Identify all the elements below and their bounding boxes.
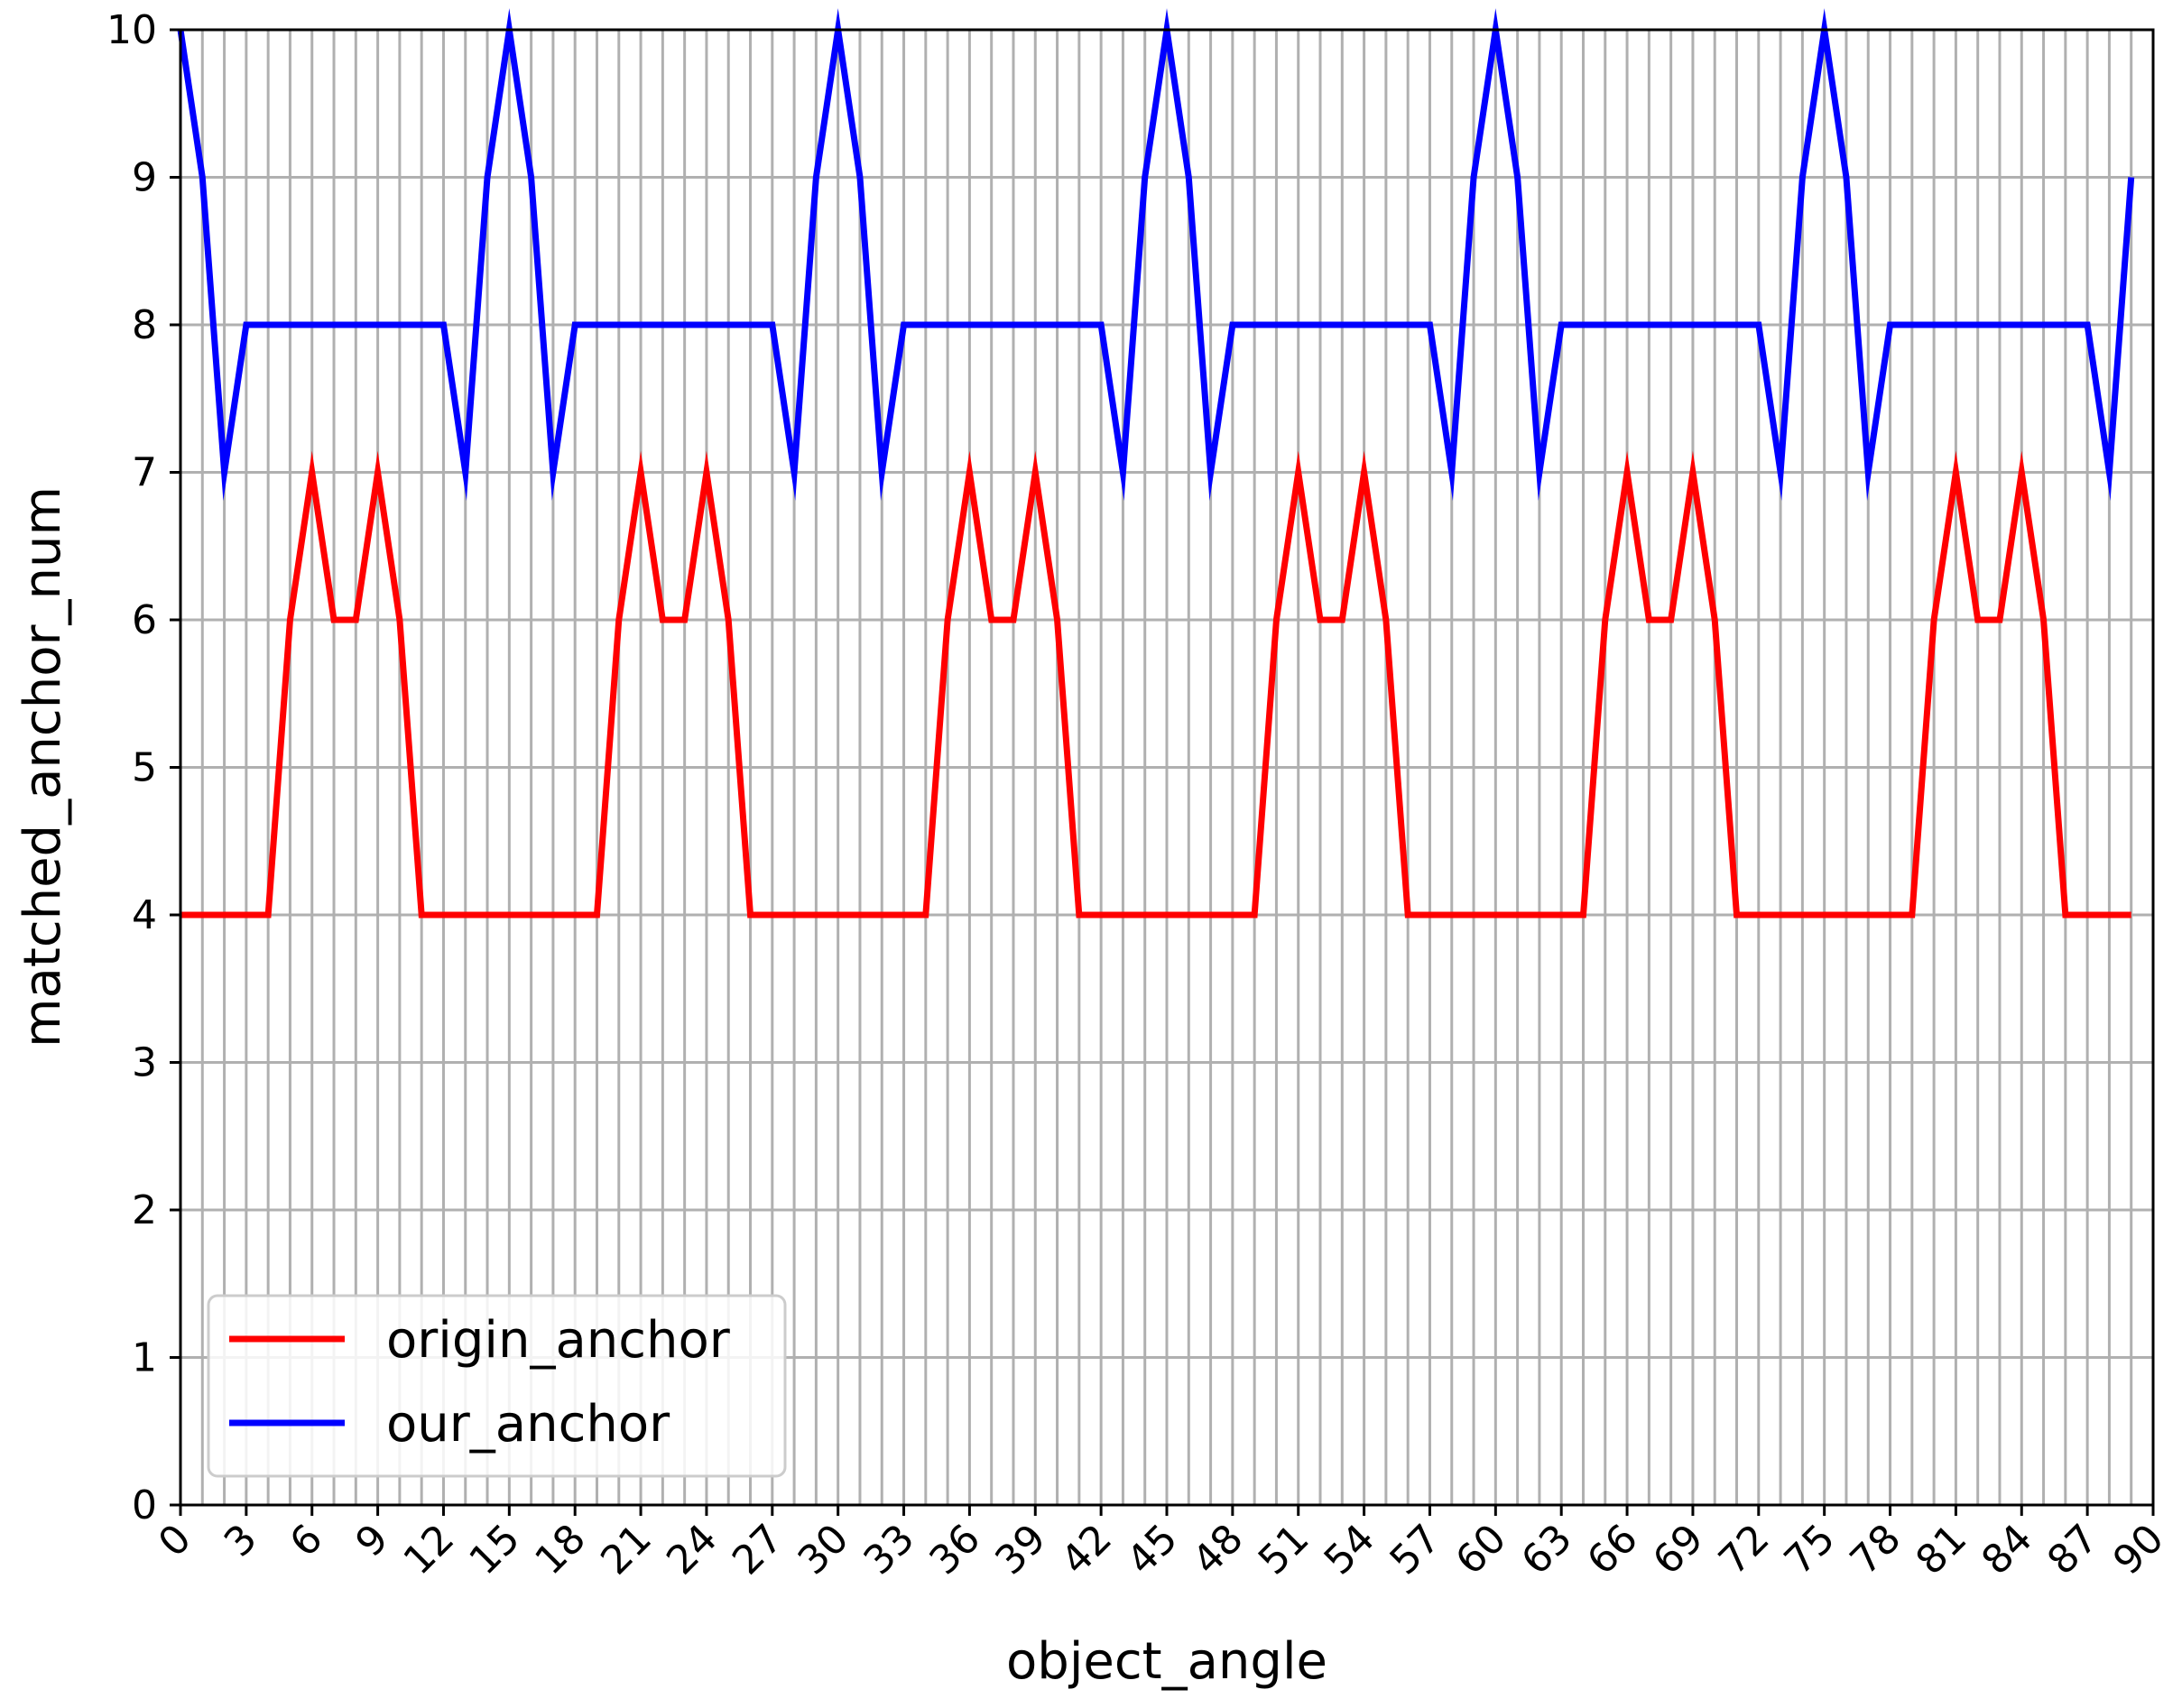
x-tick-label: 3	[216, 1516, 266, 1566]
y-tick-label: 5	[132, 745, 157, 791]
y-tick-label: 2	[132, 1187, 157, 1233]
y-tick-label: 0	[132, 1482, 157, 1528]
x-tick-label: 84	[1973, 1516, 2041, 1584]
series-lines	[177, 8, 2135, 919]
y-tick-label: 8	[132, 302, 157, 348]
x-tick-label: 18	[526, 1516, 595, 1584]
x-tick-label: 48	[1184, 1516, 1253, 1584]
y-axis-label: matched_anchor_num	[14, 486, 72, 1048]
x-tick-label: 69	[1644, 1516, 1713, 1584]
y-tick-label: 6	[132, 597, 157, 643]
x-tick-label: 60	[1447, 1516, 1515, 1584]
x-tick-label: 78	[1842, 1516, 1910, 1584]
x-tick-label: 54	[1316, 1516, 1384, 1584]
x-tick-label: 87	[2039, 1516, 2107, 1584]
legend-box	[207, 1294, 787, 1478]
x-tick-label: 15	[460, 1516, 529, 1584]
x-tick-label: 24	[658, 1516, 726, 1584]
x-tick-label: 57	[1382, 1516, 1450, 1584]
x-tick-label: 90	[2104, 1516, 2173, 1584]
x-tick-label: 51	[1250, 1516, 1318, 1584]
x-tick-label: 6	[282, 1516, 332, 1566]
y-tick-label: 10	[106, 7, 157, 53]
x-tick-label: 12	[395, 1516, 464, 1584]
x-tick-label: 30	[790, 1516, 858, 1584]
legend-label-our-anchor: our_anchor	[386, 1395, 670, 1454]
y-tick-label: 4	[132, 892, 157, 938]
x-tick-label: 75	[1776, 1516, 1845, 1584]
legend: origin_anchor our_anchor	[207, 1294, 787, 1478]
x-tick-label: 36	[921, 1516, 990, 1584]
x-tick-label: 42	[1052, 1516, 1121, 1584]
x-axis: 0 3 6 9121518212427303336394245485154576063…	[150, 1505, 2173, 1583]
x-tick-label: 27	[724, 1516, 792, 1584]
y-tick-label: 3	[132, 1040, 157, 1086]
x-tick-label: 66	[1578, 1516, 1647, 1584]
x-tick-label: 33	[855, 1516, 924, 1584]
x-axis-label: object_angle	[1006, 1632, 1327, 1691]
series-line-origin-anchor	[180, 450, 2131, 919]
x-tick-label: 0	[150, 1516, 200, 1566]
series-line-our-anchor	[177, 8, 2135, 502]
x-tick-label: 21	[592, 1516, 661, 1584]
x-tick-label: 63	[1512, 1516, 1581, 1584]
x-tick-label: 72	[1710, 1516, 1779, 1584]
x-tick-label: 9	[347, 1516, 398, 1566]
legend-label-origin-anchor: origin_anchor	[386, 1311, 731, 1370]
x-tick-label: 39	[986, 1516, 1055, 1584]
y-tick-label: 7	[132, 450, 157, 496]
y-axis: 0 1 2 3 4 5 6 7 8 9 10	[106, 7, 180, 1528]
y-tick-label: 9	[132, 155, 157, 201]
x-tick-label: 45	[1118, 1516, 1187, 1584]
x-tick-label: 81	[1908, 1516, 1976, 1584]
y-tick-label: 1	[132, 1335, 157, 1381]
